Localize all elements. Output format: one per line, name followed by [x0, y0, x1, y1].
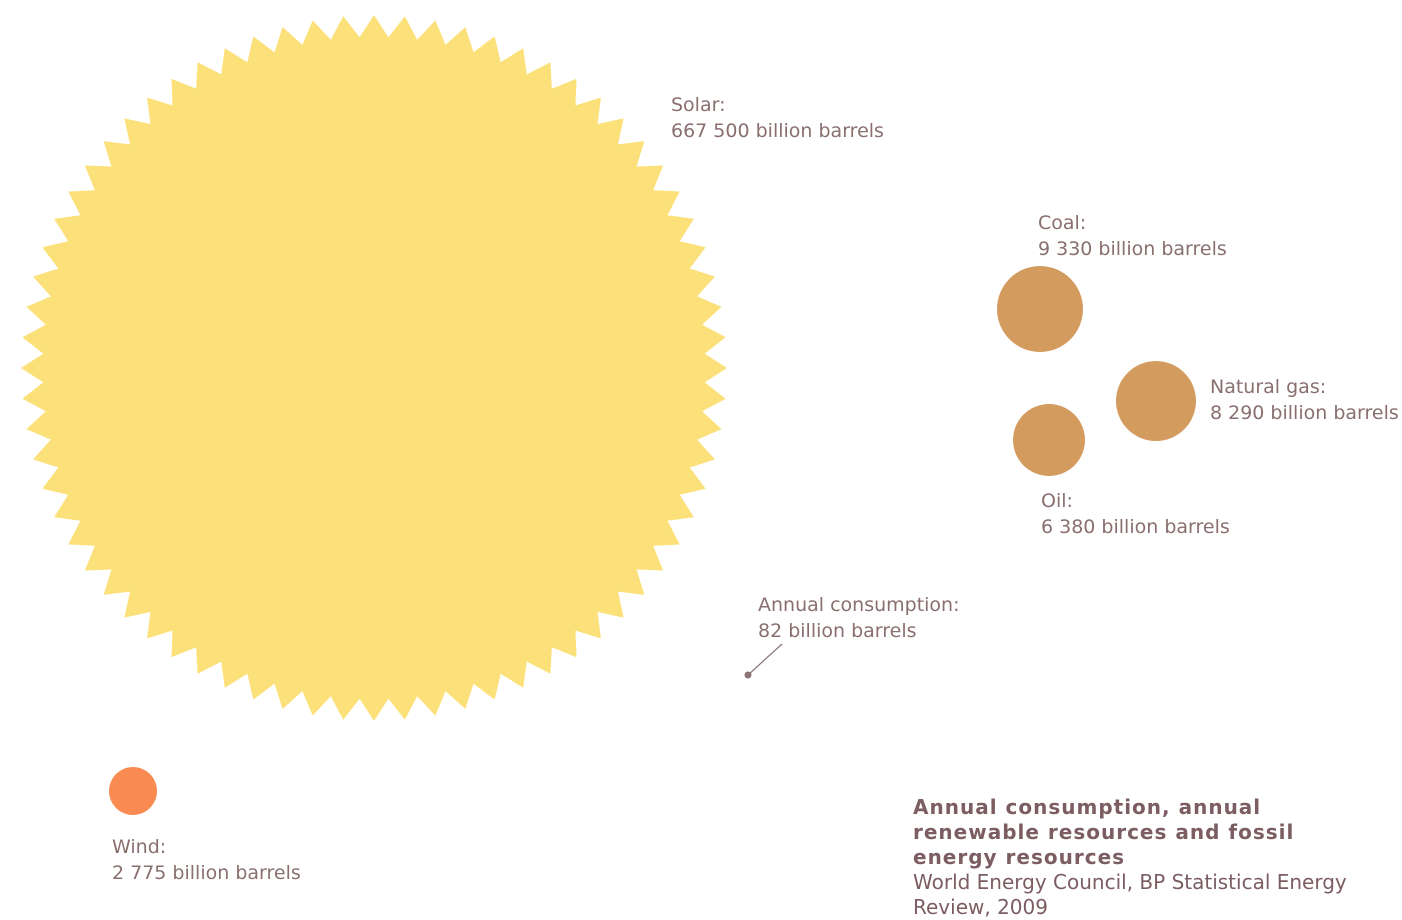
- label-annual-consumption-value: 82 billion barrels: [758, 620, 917, 642]
- label-wind: Wind: 2 775 billion barrels: [112, 834, 301, 886]
- label-coal-value: 9 330 billion barrels: [1038, 238, 1227, 260]
- label-natural-gas-name: Natural gas:: [1210, 376, 1327, 398]
- label-coal: Coal: 9 330 billion barrels: [1038, 210, 1227, 262]
- label-solar-value: 667 500 billion barrels: [671, 120, 884, 142]
- label-oil-value: 6 380 billion barrels: [1041, 516, 1230, 538]
- bubble-wind: [109, 767, 157, 815]
- label-oil: Oil: 6 380 billion barrels: [1041, 488, 1230, 540]
- label-solar-name: Solar:: [671, 94, 726, 116]
- chart-source: World Energy Council, BP Statistical Ene…: [913, 870, 1347, 919]
- label-wind-name: Wind:: [112, 836, 167, 858]
- label-solar: Solar: 667 500 billion barrels: [671, 92, 884, 144]
- label-coal-name: Coal:: [1038, 212, 1087, 234]
- leader-line-annual-consumption: [747, 643, 783, 676]
- bubble-chart: [21, 15, 1196, 815]
- label-annual-consumption: Annual consumption: 82 billion barrels: [758, 592, 960, 644]
- bubble-oil: [1013, 404, 1085, 476]
- chart-title: Annual consumption, annual renewable res…: [913, 795, 1295, 869]
- bubble-solar: [21, 15, 727, 721]
- bubble-natural-gas: [1116, 361, 1196, 441]
- bubble-coal: [997, 266, 1083, 352]
- label-natural-gas: Natural gas: 8 290 billion barrels: [1210, 374, 1399, 426]
- label-annual-consumption-name: Annual consumption:: [758, 594, 960, 616]
- chart-caption: Annual consumption, annual renewable res…: [913, 795, 1383, 920]
- label-natural-gas-value: 8 290 billion barrels: [1210, 402, 1399, 424]
- label-wind-value: 2 775 billion barrels: [112, 862, 301, 884]
- label-oil-name: Oil:: [1041, 490, 1073, 512]
